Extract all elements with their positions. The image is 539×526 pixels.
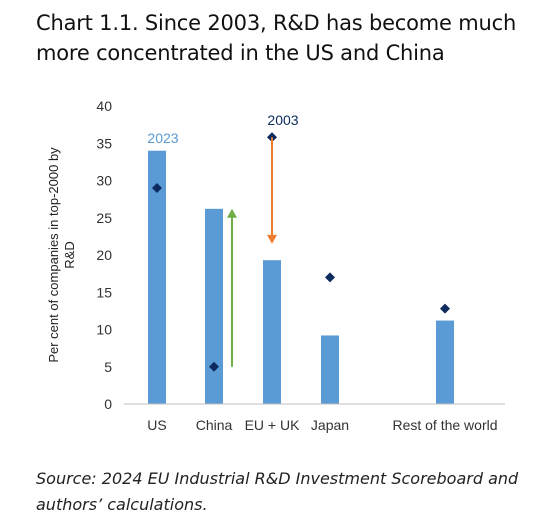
marker-2003-china [209, 361, 219, 372]
source-note: Source: 2024 EU Industrial R&D Investmen… [36, 469, 519, 514]
bar-rest-of-the-world [436, 320, 454, 404]
arrow-head [267, 234, 277, 244]
y-axis-title: Per cent of companies in top-2000 byR&D [46, 147, 77, 363]
arrow-china [227, 208, 237, 367]
y-tick-label: 0 [104, 396, 112, 412]
arrows [227, 137, 277, 367]
y-tick-label: 30 [96, 173, 112, 189]
series-label-2023: 2023 [147, 130, 178, 146]
x-tick-label: Japan [311, 417, 349, 433]
y-tick-label: 5 [104, 359, 112, 375]
marker-2003-us [152, 182, 162, 193]
y-axis: 0 5 10 15 20 25 30 35 40 [96, 98, 112, 412]
marker-2003-japan [325, 272, 335, 283]
markers-2003 [152, 132, 450, 372]
chart-title: Chart 1.1. Since 2003, R&D has become mu… [36, 11, 517, 65]
x-tick-label: China [196, 417, 233, 433]
y-tick-label: 10 [96, 322, 112, 338]
bar-china [205, 208, 223, 404]
y-tick-label: 20 [96, 247, 112, 263]
x-axis: US China EU + UK Japan Rest of the world [124, 403, 505, 433]
bars [148, 150, 454, 404]
y-tick-label: 35 [96, 135, 112, 151]
arrow-head [227, 208, 237, 218]
bar-japan [321, 335, 339, 404]
x-tick-label: Rest of the world [392, 417, 497, 433]
y-axis-title-line: Per cent of companies in top-2000 by [46, 147, 61, 363]
y-tick-label: 25 [96, 210, 112, 226]
y-tick-label: 40 [96, 98, 112, 114]
bar-chart: 0 5 10 15 20 25 30 35 40 US China EU + UK Japan Rest… [46, 98, 505, 433]
marker-2003-rest-of-the-world [440, 303, 450, 314]
x-tick-label: EU + UK [245, 417, 301, 433]
arrow-eu-uk [267, 137, 277, 244]
bar-us [148, 150, 166, 404]
y-axis-title-line: R&D [62, 241, 77, 268]
series-label-2003: 2003 [267, 112, 298, 128]
x-tick-label: US [147, 417, 166, 433]
bar-eu-uk [263, 260, 281, 404]
y-tick-label: 15 [96, 284, 112, 300]
